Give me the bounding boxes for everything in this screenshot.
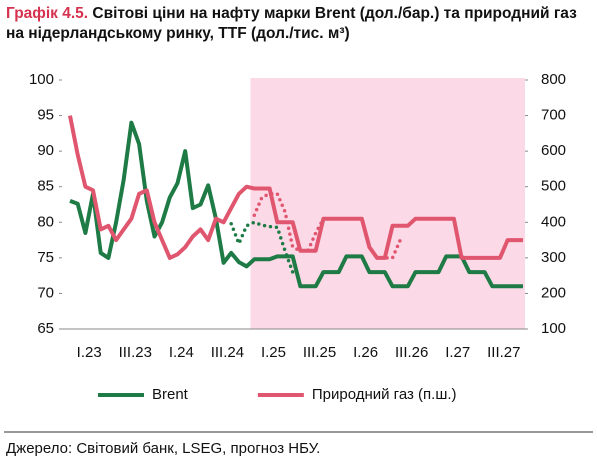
- y-tick-label: 100: [29, 71, 54, 88]
- x-tick-label: III.23: [119, 344, 152, 361]
- x-tick-label: III.24: [211, 344, 244, 361]
- line: [68, 115, 523, 260]
- y-tick-label: 95: [37, 107, 54, 124]
- legend-label: Природний газ (п.ш.): [312, 386, 457, 403]
- y2-tick-label: 800: [541, 71, 566, 88]
- x-tick-label: III.27: [487, 344, 520, 361]
- y-tick-label: 85: [37, 178, 54, 195]
- x-tick-label: I.25: [261, 344, 286, 361]
- y-tick-label: 70: [37, 284, 54, 301]
- y2-tick-label: 200: [541, 284, 566, 301]
- source: Джерело: Світовий банк, LSEG, прогноз НБ…: [6, 440, 321, 457]
- x-tick-label: I.27: [445, 344, 470, 361]
- x-tick-label: I.26: [353, 344, 378, 361]
- dotted-line: [229, 220, 295, 274]
- title-block: Графік 4.5. Світові ціни на нафту марки …: [6, 4, 596, 44]
- x-tick-label: I.23: [77, 344, 102, 361]
- y-tick-label: 65: [37, 320, 54, 337]
- x-tick-label: III.25: [303, 344, 336, 361]
- y2-tick-label: 400: [541, 213, 566, 230]
- forecast-shade: [250, 78, 526, 329]
- y2-tick-label: 700: [541, 107, 566, 124]
- y-tick-label: 75: [37, 249, 54, 266]
- y2-tick-label: 600: [541, 142, 566, 159]
- chart-title: Світові ціни на нафту марки Brent (дол./…: [6, 5, 577, 42]
- y2-tick-label: 300: [541, 249, 566, 266]
- y2-tick-label: 500: [541, 178, 566, 195]
- y2-tick-label: 100: [541, 320, 566, 337]
- legend-label: Brent: [152, 386, 189, 403]
- y-tick-label: 80: [37, 213, 54, 230]
- y-tick-label: 90: [37, 142, 54, 159]
- x-tick-label: III.26: [395, 344, 428, 361]
- dotted-line: [252, 192, 402, 260]
- title-label: Графік 4.5.: [6, 5, 89, 22]
- x-tick-label: I.24: [169, 344, 194, 361]
